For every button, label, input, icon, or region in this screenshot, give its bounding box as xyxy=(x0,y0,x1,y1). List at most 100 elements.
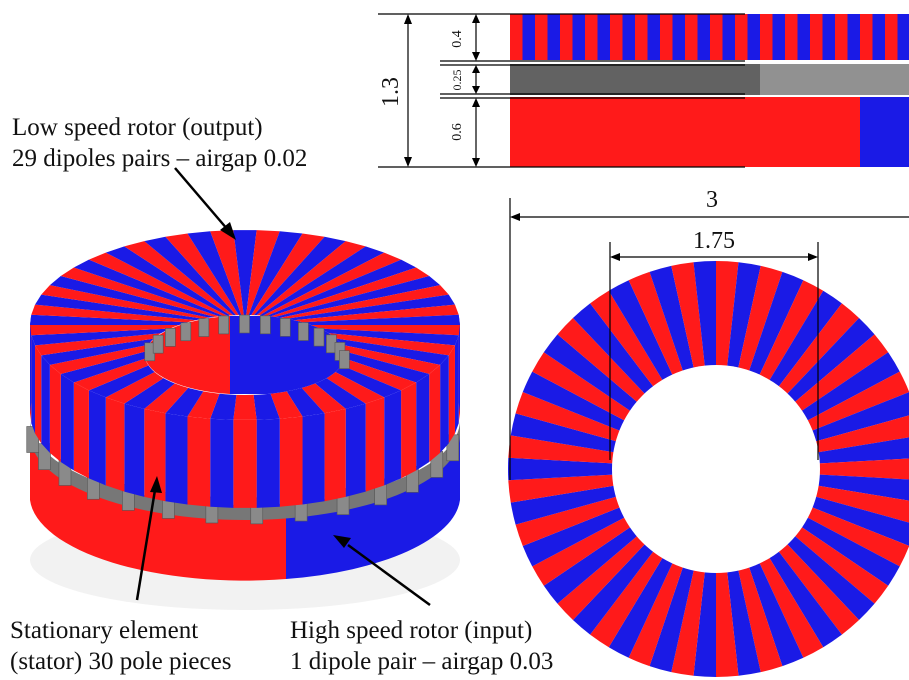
section-high-speed-layer xyxy=(510,97,909,167)
section-magnet-stripe xyxy=(572,14,585,60)
side-magnet-stripe xyxy=(31,335,36,434)
top-magnet-sector xyxy=(245,259,417,325)
top-magnet-sector xyxy=(245,236,346,325)
section-magnet-stripe xyxy=(597,14,610,60)
side-magnet-stripe xyxy=(233,419,257,508)
section-magnet-stripe xyxy=(585,14,598,60)
section-magnet-stripe xyxy=(685,14,698,60)
section-magnet-stripe xyxy=(760,14,773,60)
side-magnet-stripe xyxy=(279,416,303,507)
section-magnet-stripe xyxy=(810,14,823,60)
bore-stator-tooth xyxy=(279,318,291,337)
section-magnet-stripe xyxy=(710,14,723,60)
section-magnet-stripe xyxy=(660,14,673,60)
section-magnet-stripe xyxy=(797,14,810,60)
top-magnet-sector xyxy=(245,276,441,325)
low-speed-rotor-title: Low speed rotor (output) xyxy=(12,114,263,141)
side-magnet-stripe xyxy=(35,345,42,444)
side-magnet-stripe xyxy=(88,390,106,486)
top-magnet-sector xyxy=(105,246,245,325)
ring-pole-segment xyxy=(716,469,909,523)
arrow-low-speed-rotor xyxy=(174,167,229,231)
top-magnet-sector xyxy=(49,276,246,325)
side-magnet-stripe xyxy=(384,390,402,486)
side-magnet-stripe xyxy=(440,355,449,453)
stator-title: Stationary element xyxy=(10,617,199,644)
side-magnet-stripe xyxy=(187,416,211,507)
bore-stator-tooth xyxy=(152,334,164,354)
dim-stator-layer: 0.25 xyxy=(450,70,464,91)
top-magnet-sector xyxy=(31,304,245,325)
top-magnet-sector xyxy=(245,285,449,325)
bore-stator-tooth xyxy=(165,328,176,347)
side-magnet-stripe xyxy=(429,364,441,462)
side-magnet-stripe xyxy=(454,335,459,434)
section-view: 1.3 0.4 0.25 0.6 xyxy=(378,13,909,168)
section-magnet-stripe xyxy=(547,14,560,60)
top-magnet-sector xyxy=(73,259,245,325)
section-magnet-stripe xyxy=(672,14,685,60)
top-magnet-sector xyxy=(60,267,245,325)
high-speed-rotor-title: High speed rotor (input) xyxy=(290,617,533,644)
top-magnet-sector xyxy=(88,252,245,325)
bore-stator-tooth xyxy=(313,327,325,347)
top-magnet-sector xyxy=(144,236,245,325)
arrow-high-speed-rotor xyxy=(347,543,431,607)
section-magnet-stripe xyxy=(697,14,710,60)
dim-total-height: 1.3 xyxy=(378,77,404,107)
side-magnet-stripe xyxy=(49,364,61,462)
section-magnet-stripe xyxy=(822,14,835,60)
top-magnet-sector xyxy=(165,233,245,325)
bore-stator-tooth xyxy=(198,318,210,337)
top-magnet-sector xyxy=(245,246,385,325)
side-magnet-stripe xyxy=(105,397,125,492)
top-magnet-sector xyxy=(245,233,325,325)
section-magnet-stripe xyxy=(622,14,635,60)
top-magnet-sector xyxy=(35,294,245,325)
side-magnet-stripe xyxy=(302,413,325,505)
section-magnet-stripe xyxy=(772,14,785,60)
side-magnet-stripe xyxy=(401,382,417,479)
side-magnet-stripe xyxy=(416,373,430,471)
section-magnet-stripe xyxy=(510,14,523,60)
dim-high-speed-layer: 0.6 xyxy=(450,123,465,141)
bore-stator-tooth xyxy=(180,322,192,342)
side-magnet-stripe xyxy=(60,373,74,471)
bore-stator-tooth xyxy=(239,314,250,334)
side-magnet-stripe xyxy=(458,314,460,413)
dim-low-speed-layer: 0.4 xyxy=(450,30,465,48)
callout-arrows xyxy=(135,167,431,607)
bore-stator-tooth xyxy=(298,322,309,341)
section-magnet-stripe xyxy=(885,14,898,60)
section-magnet-stripe xyxy=(735,14,748,60)
side-magnet-stripe xyxy=(165,413,188,505)
side-magnet-stripe xyxy=(256,418,280,508)
section-magnet-stripe xyxy=(860,14,873,60)
ring-pole-segment xyxy=(716,415,909,469)
top-magnet-sector xyxy=(187,231,245,325)
inner-stator-teeth xyxy=(144,314,350,369)
high-speed-rotor-label: High speed rotor (input) 1 dipole pair –… xyxy=(290,615,553,677)
section-low-speed-layer xyxy=(510,14,909,60)
bore-stator-tooth xyxy=(218,315,230,335)
section-magnet-stripe xyxy=(635,14,648,60)
side-magnet-stripe xyxy=(124,403,145,497)
section-magnet-stripe xyxy=(747,14,760,60)
top-magnet-sector xyxy=(124,241,245,325)
stator-label: Stationary element (stator) 30 pole piec… xyxy=(10,615,231,677)
section-magnet-stripe xyxy=(647,14,660,60)
top-magnet-sector xyxy=(245,252,402,325)
section-magnet-stripe xyxy=(847,14,860,60)
section-magnet-stripe xyxy=(560,14,573,60)
top-view: 3 1.75 xyxy=(508,187,909,677)
bore-stator-tooth xyxy=(260,315,271,335)
top-magnet-sector xyxy=(245,304,459,325)
top-magnet-sector xyxy=(245,231,303,325)
top-magnet-sector xyxy=(245,294,455,325)
section-magnet-stripe xyxy=(872,14,885,60)
side-magnet-stripe xyxy=(144,408,166,502)
section-magnet-stripe xyxy=(522,14,535,60)
side-magnet-stripe xyxy=(365,397,385,492)
ring-pole-segment xyxy=(716,469,909,501)
